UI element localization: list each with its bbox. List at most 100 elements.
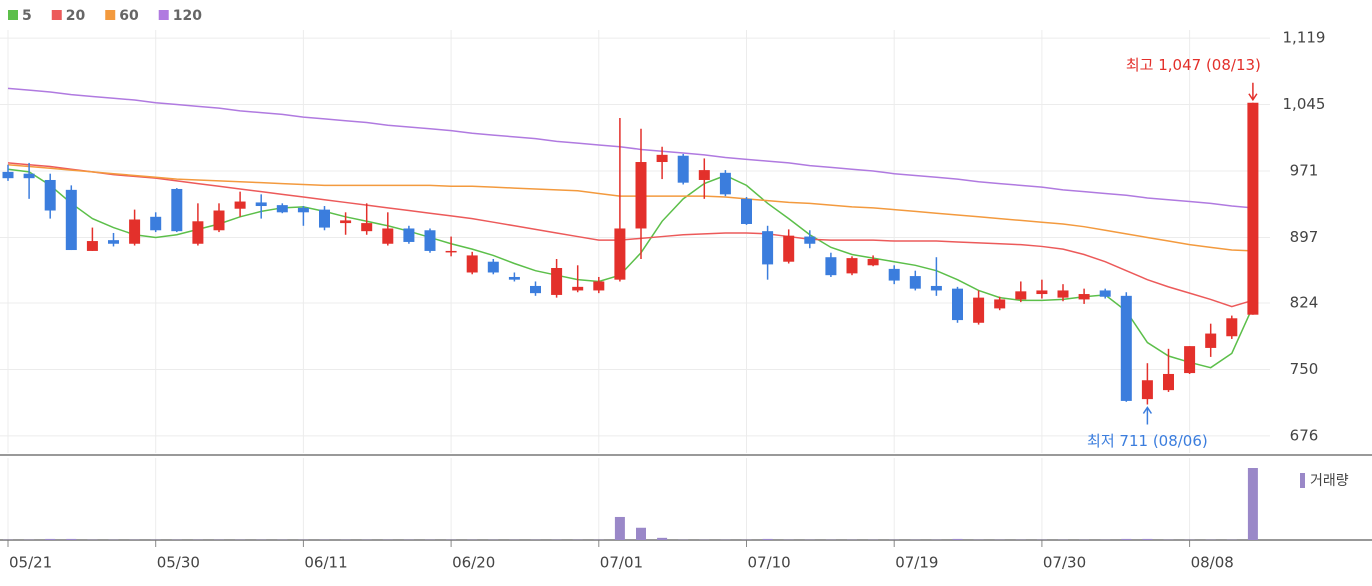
legend: 5 20 60 120	[8, 8, 202, 24]
ma-line	[7, 163, 1253, 252]
annotation-arrowhead	[1248, 93, 1258, 102]
candle-body	[424, 230, 436, 251]
candle-body	[1078, 294, 1090, 300]
x-tick-label: 07/30	[1043, 554, 1086, 572]
candle-body	[213, 210, 225, 231]
candle-body	[698, 170, 710, 180]
x-tick-label: 08/08	[1191, 554, 1234, 572]
candle-body	[361, 223, 373, 232]
candle-body	[952, 288, 963, 321]
candle-body	[614, 228, 626, 280]
candle-body	[44, 179, 56, 211]
candle-body	[2, 171, 14, 179]
candle-body	[1184, 346, 1196, 374]
volume-bar	[636, 527, 646, 540]
candle-body	[65, 189, 77, 251]
candle-body	[129, 219, 141, 244]
candle-body	[171, 188, 183, 232]
volume-bar	[1142, 538, 1153, 540]
y-tick-label: 1,045	[1283, 95, 1326, 113]
x-tick-label: 06/11	[304, 554, 347, 572]
candle-body	[1015, 291, 1027, 300]
legend-swatch	[8, 10, 18, 20]
candle-body	[888, 268, 900, 281]
volume-bar	[45, 538, 56, 540]
volume-bar	[657, 537, 668, 540]
candle-body	[297, 207, 309, 213]
legend-swatch	[158, 10, 169, 20]
legend-swatch	[105, 10, 116, 20]
candle-body	[234, 201, 246, 209]
x-tick-label: 07/01	[600, 554, 643, 572]
candle-body	[719, 172, 731, 195]
candle-body	[108, 240, 119, 244]
candle-body	[825, 257, 837, 276]
y-tick-label: 676	[1290, 426, 1319, 444]
candle-body	[508, 276, 520, 280]
candle-body	[572, 286, 584, 291]
y-tick-label: 750	[1290, 360, 1319, 378]
volume-bar	[952, 538, 963, 540]
volume-legend-label: 거래량	[1310, 473, 1349, 489]
candle-body	[403, 228, 415, 242]
candle-body	[1141, 380, 1153, 400]
candle-body	[1226, 318, 1238, 337]
candle-body	[150, 216, 162, 231]
candle-body	[86, 241, 98, 251]
candle-body	[1057, 290, 1069, 298]
candle-body	[593, 281, 605, 291]
candle-body	[319, 209, 330, 228]
candle-body	[445, 250, 457, 253]
annotation-arrowhead	[1142, 406, 1153, 414]
volume-bar	[614, 516, 625, 540]
volume-bar	[762, 538, 773, 540]
candle-body	[909, 276, 921, 289]
candle-body	[192, 221, 204, 244]
candle-body	[276, 205, 288, 213]
candle-body	[994, 299, 1006, 309]
candle-body	[973, 297, 985, 323]
candle-body	[382, 228, 394, 244]
x-tick-label: 05/30	[157, 554, 200, 572]
candle-body	[762, 231, 774, 265]
legend-label: 20	[66, 8, 86, 24]
candle-body	[23, 173, 35, 179]
candle-body	[846, 258, 858, 274]
volume-bar	[1247, 468, 1258, 540]
y-tick-label: 824	[1290, 294, 1319, 312]
candle-body	[466, 255, 478, 273]
volume-bar	[1121, 538, 1132, 540]
x-tick-label: 07/19	[895, 554, 938, 572]
ma-lines	[7, 87, 1254, 369]
ma-line	[7, 162, 1254, 308]
x-tick-label: 06/20	[452, 554, 495, 572]
candle-body	[340, 220, 352, 224]
candle-body	[804, 236, 816, 244]
y-tick-label: 971	[1290, 162, 1319, 180]
legend-label: 120	[173, 8, 202, 24]
candle-body	[551, 267, 563, 295]
volume-bar	[66, 538, 77, 540]
candle-body	[741, 198, 752, 224]
x-tick-label: 07/10	[748, 554, 791, 572]
y-tick-label: 897	[1290, 228, 1319, 246]
annotation: 최저 711 (08/06)	[1087, 432, 1208, 450]
candle-body	[1205, 333, 1217, 348]
candle-body	[930, 285, 942, 291]
candle-body	[656, 154, 668, 163]
legend-label: 5	[22, 8, 32, 24]
candle-body	[1036, 290, 1048, 295]
volume-legend-swatch	[1300, 473, 1305, 488]
candle-body	[1247, 102, 1259, 315]
y-tick-label: 1,119	[1283, 29, 1326, 47]
candle-body	[487, 261, 499, 273]
legend-swatch	[51, 10, 62, 20]
candle-body	[1163, 373, 1174, 391]
legend-label: 60	[119, 8, 139, 24]
candle-body	[635, 162, 647, 229]
annotation: 최고 1,047 (08/13)	[1126, 56, 1261, 74]
candle-body	[1120, 295, 1132, 401]
ma-line	[7, 87, 1253, 209]
